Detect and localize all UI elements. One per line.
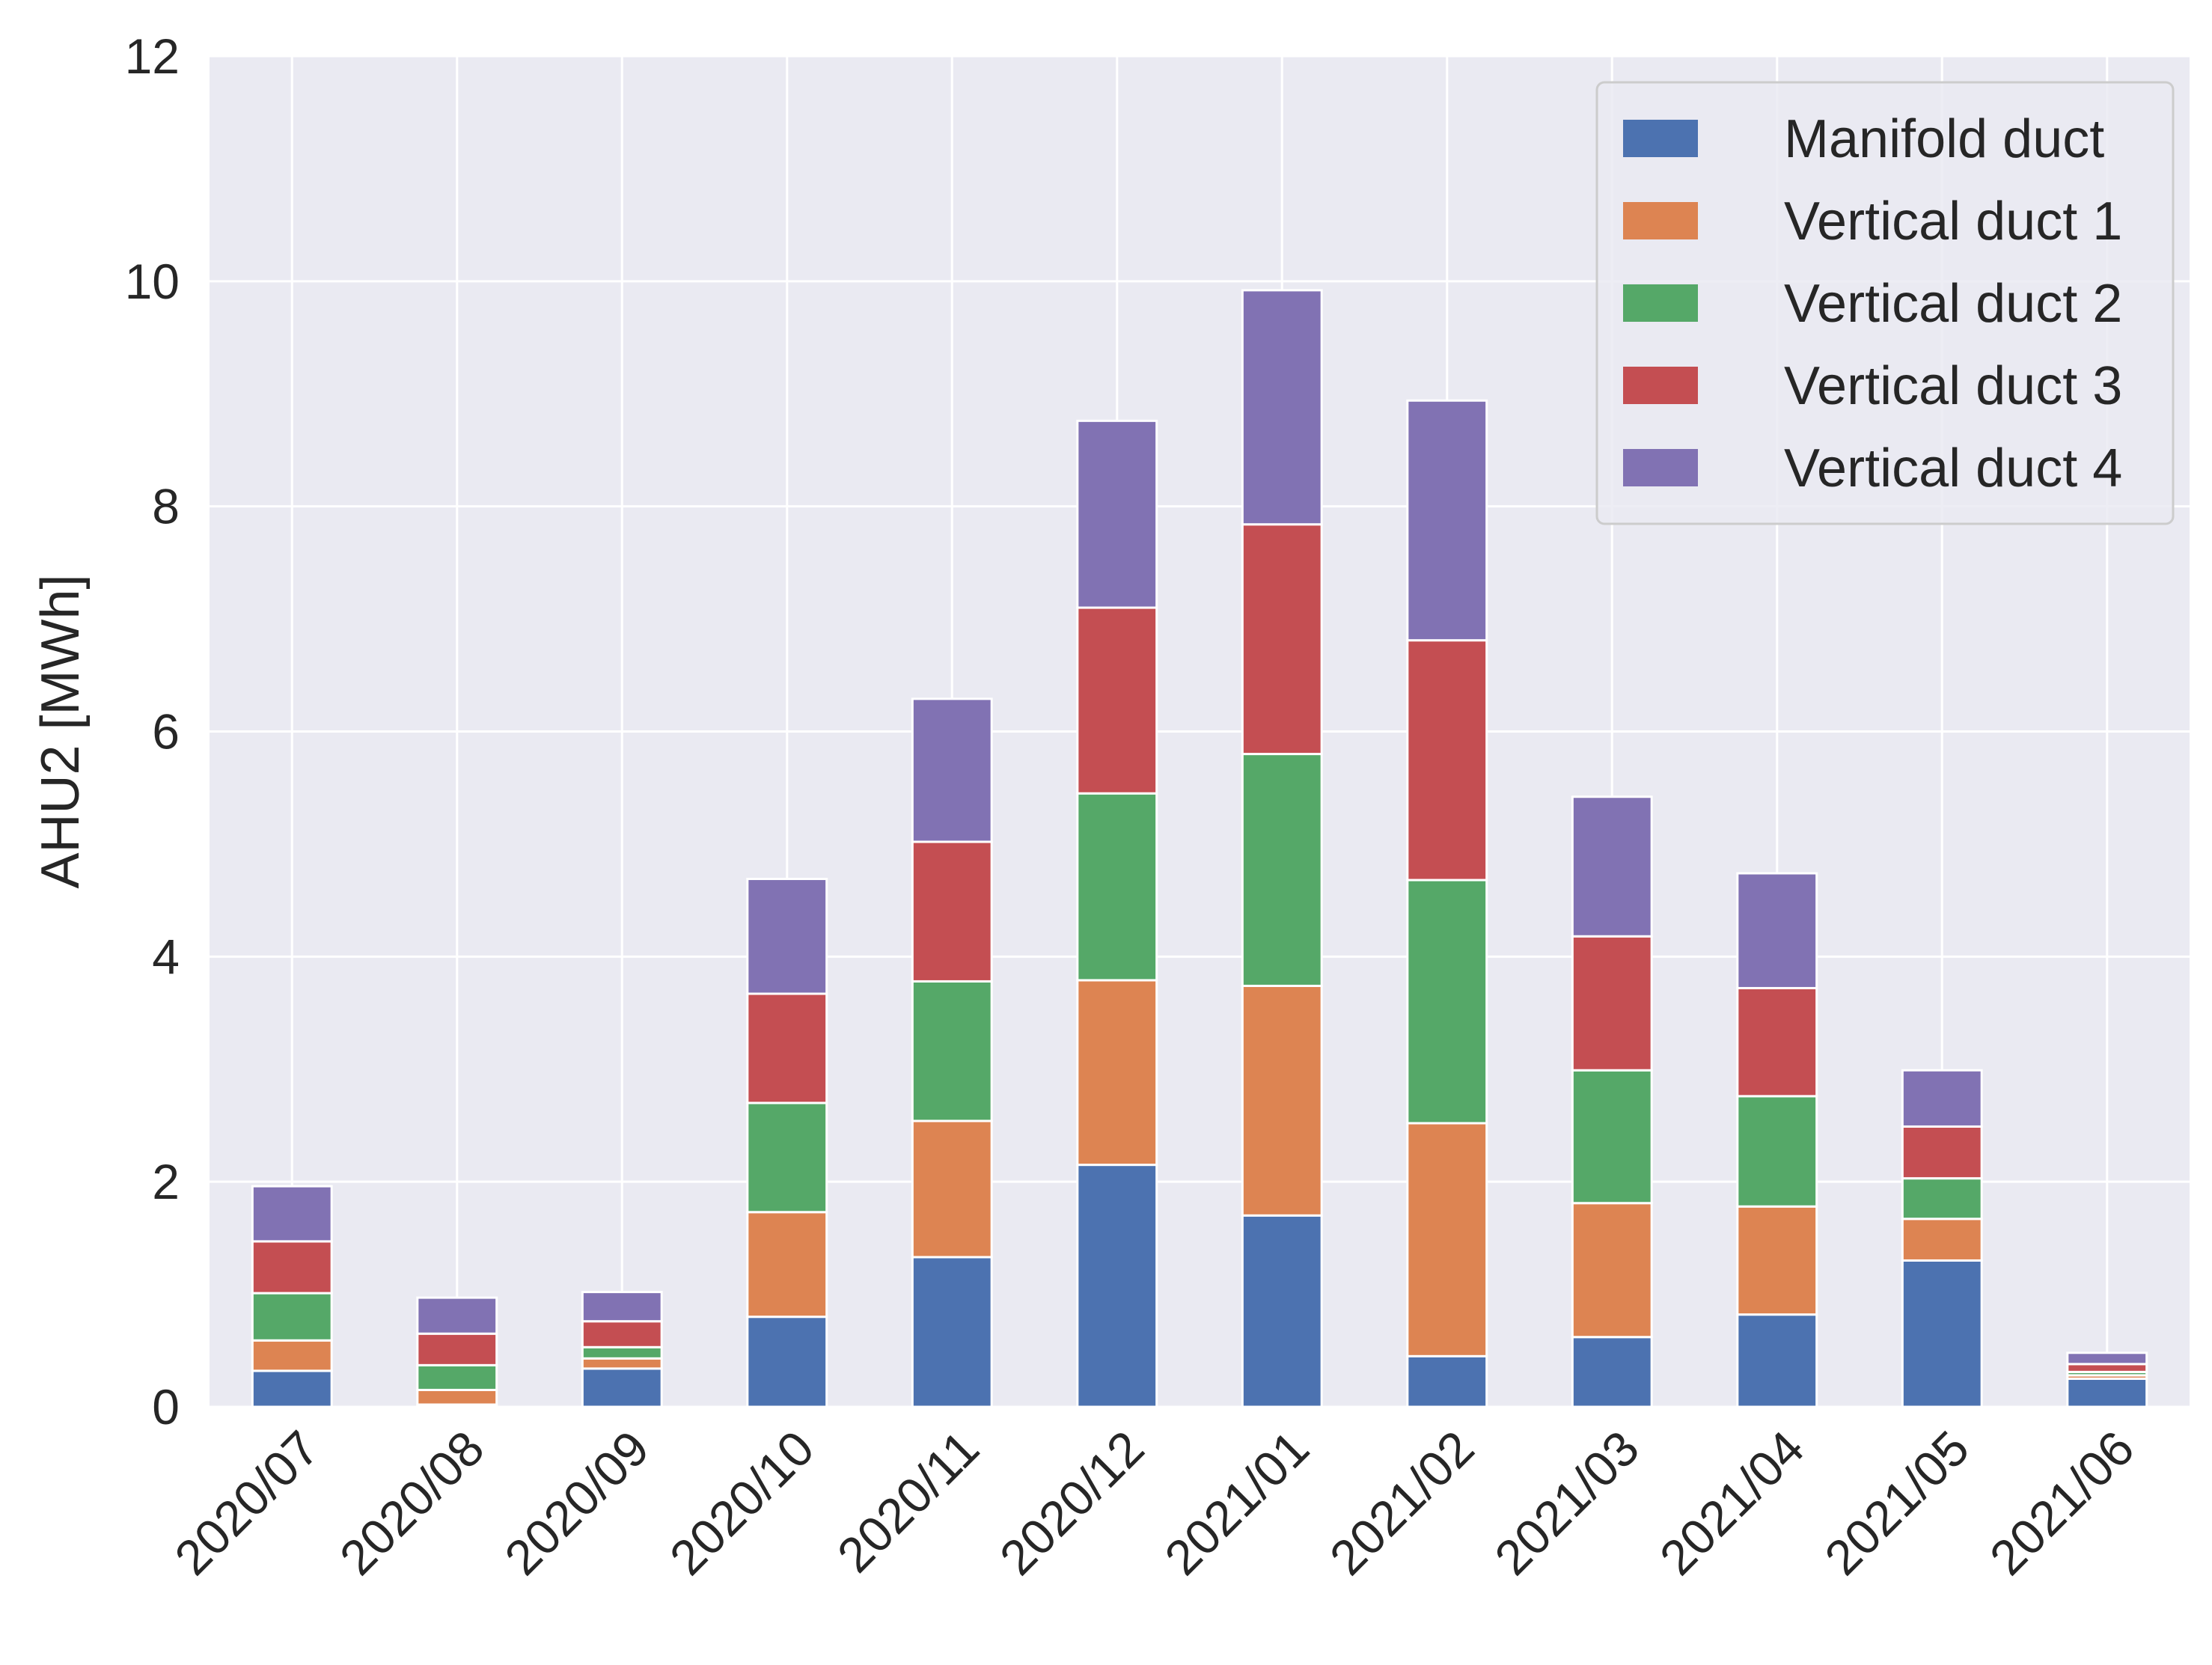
legend-label: Vertical duct 1 [1784, 192, 2122, 251]
x-tick-label: 2020/11 [827, 1420, 990, 1583]
bar-segment [1241, 1214, 1323, 1408]
y-tick-label: 4 [152, 929, 180, 984]
bar-segment [1076, 792, 1158, 982]
y-tick-label: 0 [152, 1379, 180, 1435]
bar-segment [1076, 606, 1158, 795]
bar-segment [2066, 1377, 2148, 1408]
x-tick-label: 2020/10 [659, 1420, 825, 1586]
bar-segment [911, 1256, 993, 1408]
y-tick-label: 10 [125, 254, 180, 309]
bar-segment [1241, 984, 1323, 1217]
bar-segment [251, 1240, 333, 1295]
bar-segment [746, 992, 828, 1105]
bar-segment [251, 1185, 333, 1243]
bar-segment [1901, 1069, 1983, 1128]
legend: Manifold duct Vertical duct 1 Vertical duc… [1595, 81, 2175, 525]
bar-segment [416, 1363, 498, 1391]
bar-segment [746, 1211, 828, 1319]
bar-segment [746, 878, 828, 995]
legend-swatch [1623, 202, 1698, 239]
bar-segment [1406, 639, 1488, 882]
bar-segment [251, 1292, 333, 1342]
bar-segment [911, 840, 993, 983]
x-tick-label: 2020/12 [989, 1420, 1155, 1586]
legend-swatch [1623, 449, 1698, 486]
bar-segment [1901, 1259, 1983, 1408]
bar-segment [416, 1296, 498, 1335]
bar-segment [911, 697, 993, 843]
bar-segment [581, 1367, 663, 1408]
bar-segment [1736, 872, 1818, 989]
bar-segment [1076, 1164, 1158, 1408]
bars [251, 289, 2148, 1408]
y-tick-label: 2 [152, 1154, 180, 1209]
x-tick-label: 2021/01 [1154, 1420, 1319, 1586]
bar-segment [1901, 1125, 1983, 1180]
bar-segment [416, 1332, 498, 1366]
bar-segment [581, 1320, 663, 1348]
bar-segment [1736, 1205, 1818, 1316]
x-tick-label: 2021/04 [1649, 1420, 1815, 1586]
bar-segment [1571, 1336, 1653, 1408]
bar-segment [1406, 1354, 1488, 1408]
y-tick-label: 8 [152, 479, 180, 534]
bar-segment [581, 1345, 663, 1360]
bar-segment [1076, 979, 1158, 1167]
bar-segment [416, 1388, 498, 1406]
bar-segment [581, 1291, 663, 1323]
bar-segment [581, 1357, 663, 1370]
y-axis-title: AHU2 [MWh] [31, 574, 91, 888]
bar-segment [746, 1102, 828, 1214]
bar-segment [1076, 419, 1158, 609]
bar-segment [1901, 1218, 1983, 1262]
bar-segment [1406, 399, 1488, 642]
bar-segment [1736, 986, 1818, 1098]
legend-swatch [1623, 120, 1698, 157]
legend-label: Manifold duct [1784, 109, 2104, 169]
legend-label: Vertical duct 3 [1784, 356, 2122, 416]
x-tick-label: 2021/06 [1979, 1420, 2145, 1586]
y-tick-label: 6 [152, 704, 180, 760]
x-tick-label: 2021/03 [1484, 1420, 1649, 1586]
bar-segment [1736, 1313, 1818, 1408]
bar-segment [1406, 879, 1488, 1125]
x-tick-label: 2020/07 [164, 1420, 329, 1586]
legend-frame [1595, 81, 2175, 525]
legend-label: Vertical duct 2 [1784, 274, 2122, 334]
bar-segment [1241, 753, 1323, 987]
bar-segment [1736, 1095, 1818, 1208]
x-tick-label: 2021/02 [1319, 1420, 1485, 1586]
bar-segment [2066, 1363, 2148, 1373]
bar-segment [1571, 795, 1653, 938]
legend-swatch [1623, 284, 1698, 322]
legend-swatch [1623, 367, 1698, 404]
bar-segment [911, 1119, 993, 1259]
x-tick-label: 2020/09 [494, 1420, 659, 1586]
bar-segment [1241, 523, 1323, 756]
bar-segment [1571, 1069, 1653, 1205]
bar-segment [2066, 1351, 2148, 1366]
bar-segment [1571, 1202, 1653, 1339]
bar-segment [1571, 935, 1653, 1072]
bar-segment [746, 1316, 828, 1408]
bar-segment [1901, 1177, 1983, 1221]
bar-segment [911, 980, 993, 1122]
y-axis-ticks: 0 2 4 6 8 10 12 [125, 28, 180, 1435]
x-tick-label: 2020/08 [329, 1420, 495, 1586]
bar-segment [251, 1339, 333, 1372]
bar-segment [1406, 1122, 1488, 1357]
y-tick-label: 12 [125, 28, 180, 84]
bar-segment [251, 1369, 333, 1408]
x-axis-ticks: 2020/07 2020/08 2020/09 2020/10 2020/11 2020/… [164, 1420, 2145, 1586]
bar-segment [1241, 289, 1323, 526]
x-tick-label: 2021/05 [1814, 1420, 1979, 1586]
legend-label: Vertical duct 4 [1784, 439, 2122, 498]
